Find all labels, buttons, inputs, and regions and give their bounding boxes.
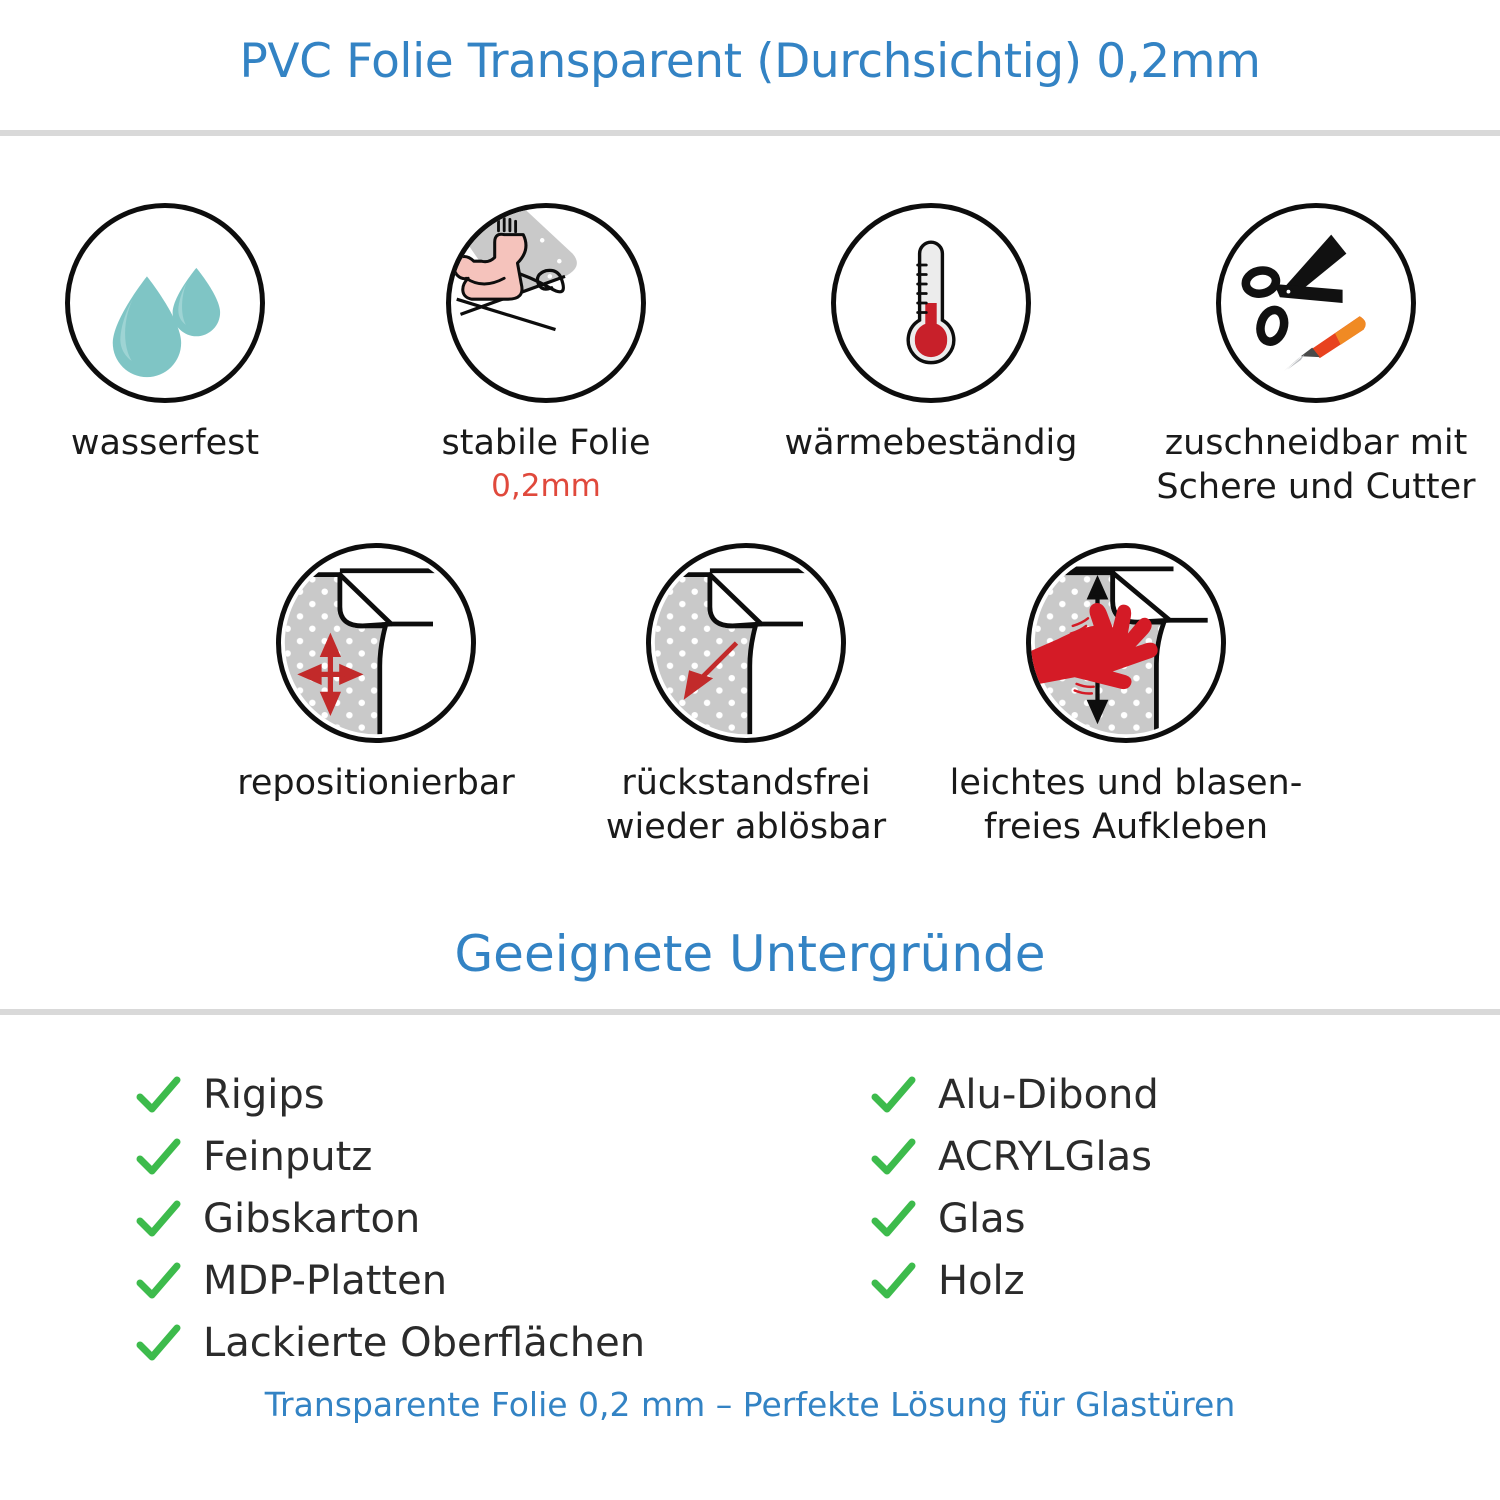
scissors-cutter-icon — [1216, 203, 1416, 403]
substrate-item: Alu-Dibond — [870, 1064, 1159, 1126]
thermometer-icon — [831, 203, 1031, 403]
substrate-label: Gibskarton — [203, 1196, 421, 1242]
page-title: PVC Folie Transparent (Durchsichtig) 0,2… — [239, 34, 1261, 89]
substrate-item: Glas — [870, 1188, 1159, 1250]
check-icon — [870, 1134, 916, 1180]
check-icon — [870, 1258, 916, 1304]
substrate-label: ACRYLGlas — [938, 1134, 1153, 1180]
check-icon — [135, 1258, 181, 1304]
caption-wasserfest: wasserfest — [70, 423, 260, 463]
caption-repositionierbar: repositionierbar — [237, 763, 515, 803]
footer-tagline: Transparente Folie 0,2 mm – Perfekte Lös… — [264, 1385, 1236, 1424]
caption-stabile-folie-thickness: 0,2mm — [491, 468, 601, 504]
substrate-item: ACRYLGlas — [870, 1126, 1159, 1188]
substrate-item: Holz — [870, 1250, 1159, 1312]
substrate-label: Alu-Dibond — [938, 1072, 1159, 1118]
substrate-label: Glas — [938, 1196, 1026, 1242]
substrate-item: Lackierte Oberflächen — [135, 1312, 645, 1374]
substrate-label: Holz — [938, 1258, 1025, 1304]
substrate-item: MDP-Platten — [135, 1250, 645, 1312]
check-icon — [135, 1134, 181, 1180]
divider-top — [0, 130, 1500, 136]
substrate-item: Feinputz — [135, 1126, 645, 1188]
film-peel-arrow-icon — [646, 543, 846, 743]
caption-waermebestaendig: wärmebeständig — [784, 423, 1078, 463]
film-move-arrows-icon — [276, 543, 476, 743]
divider-bottom — [0, 1009, 1500, 1015]
check-icon — [135, 1320, 181, 1366]
substrate-label: Lackierte Oberflächen — [203, 1320, 646, 1366]
check-icon — [870, 1072, 916, 1118]
check-icon — [135, 1072, 181, 1118]
substrate-label: Feinputz — [203, 1134, 373, 1180]
substrate-label: Rigips — [203, 1072, 325, 1118]
check-icon — [135, 1196, 181, 1242]
caption-aufkleben-line2: freies Aufkleben — [984, 807, 1268, 847]
check-icon — [870, 1196, 916, 1242]
water-drops-icon — [65, 203, 265, 403]
caption-stabile-folie: stabile Folie 0,2mm — [386, 421, 706, 507]
substrate-list-right: Alu-Dibond ACRYLGlas Glas Holz — [870, 1064, 1159, 1312]
caption-zuschneidbar-line2: Schere und Cutter — [1156, 467, 1476, 507]
substrate-item: Rigips — [135, 1064, 645, 1126]
caption-rueckstandsfrei: rückstandsfrei wieder ablösbar — [605, 763, 887, 847]
film-hand-smooth-icon — [1026, 543, 1226, 743]
substrate-item: Gibskarton — [135, 1188, 645, 1250]
substrate-label: MDP-Platten — [203, 1258, 448, 1304]
caption-zuschneidbar: zuschneidbar mit Schere und Cutter — [1156, 423, 1476, 507]
section-heading-untergruende: Geeignete Untergründe — [454, 925, 1046, 983]
caption-rueckstandsfrei-line2: wieder ablösbar — [605, 807, 887, 847]
caption-aufkleben: leichtes und blasen- freies Aufkleben — [949, 763, 1303, 847]
substrate-list-left: Rigips Feinputz Gibskarton MDP-Platten Lacki… — [135, 1064, 645, 1374]
flexed-arm-film-icon — [446, 203, 646, 403]
